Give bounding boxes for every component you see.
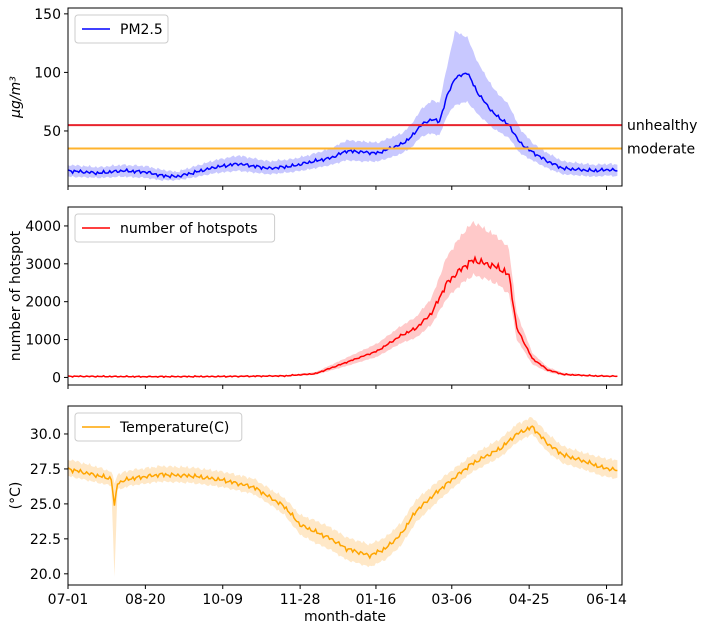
y-tick-label: 3000 [25,257,61,273]
x-tick-label: 10-09 [202,592,243,608]
y-tick-label: 150 [34,7,61,23]
legend: PM2.5 [74,14,169,44]
x-tick-label: 03-06 [431,592,472,608]
legend-label: Temperature(C) [119,420,229,436]
legend-box [74,14,169,44]
x-tick-label: 06-14 [586,592,627,608]
legend-label: number of hotspots [120,221,258,237]
axes-frame [67,7,623,187]
y-axis-label: (°C) [8,482,24,510]
series-line [67,425,618,560]
legend: number of hotspots [74,213,276,243]
y-tick-label: 4000 [25,219,61,235]
y-tick-label: 30.0 [30,427,61,443]
chart-panel-3: 20.0 22.5 25.0 27.5 30.0 07-01 08-20 10-09 11-28… [8,405,627,608]
y-tick-label: 2000 [25,295,61,311]
hline-label-unhealthy: unhealthy [627,118,697,134]
series-band [68,30,618,182]
legend-box [74,412,243,442]
y-axis-label: μg/m³ [8,76,24,119]
hline-label-moderate: moderate [627,142,695,158]
axes-frame [67,405,623,586]
y-tick-label: 0 [52,370,61,386]
y-tick-label: 1000 [25,333,61,349]
series-line [67,255,618,379]
x-tick-label: 01-16 [356,592,397,608]
x-tick-label: 11-28 [280,592,321,608]
y-tick-label: 27.5 [30,462,61,478]
y-tick-label: 22.5 [30,532,61,548]
x-tick-label: 08-20 [125,592,166,608]
y-axis-label: number of hotspot [8,230,24,361]
x-tick-label: 07-01 [48,592,89,608]
y-tick-label: 100 [34,65,61,81]
legend-box [74,213,276,243]
x-tick-label: 04-25 [509,592,550,608]
x-axis-label: month-date [304,609,386,625]
chart-panel-1: unhealthy moderate 50 100 150 μg/m³ PM2.5 [8,7,697,190]
series-band [68,417,618,577]
legend-label: PM2.5 [120,22,163,38]
legend: Temperature(C) [74,412,243,442]
y-tick-label: 20.0 [30,567,61,583]
y-tick-label: 50 [43,124,61,140]
series-band [68,220,618,378]
axes-frame [67,206,623,386]
y-tick-label: 25.0 [30,497,61,513]
